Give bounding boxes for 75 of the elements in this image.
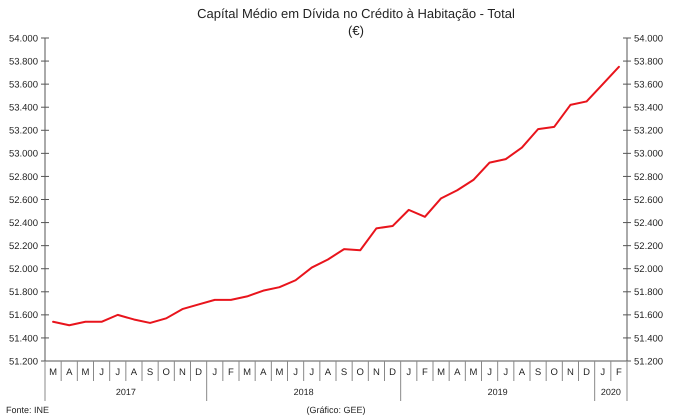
y-tick-label: 52.600 <box>8 194 38 206</box>
y-tick-label: 52.200 <box>8 240 38 252</box>
y2-tick-label: 51.600 <box>634 310 664 322</box>
x-tick-label: O <box>356 367 364 378</box>
y-tick-label: 52.400 <box>8 218 38 229</box>
x-tick-label: M <box>437 367 446 378</box>
x-tick-label: D <box>195 367 202 378</box>
x-tick-label: O <box>550 367 558 378</box>
y-tick-label: 52.800 <box>8 172 38 183</box>
x-tick-label: A <box>518 367 526 378</box>
x-tick-label: S <box>146 367 154 378</box>
y2-tick-label: 51.200 <box>634 356 664 368</box>
x-tick-label: J <box>115 367 120 378</box>
y-tick-label: 54.000 <box>8 33 38 44</box>
x-tick-label: J <box>487 367 492 378</box>
x-tick-label: J <box>212 367 218 378</box>
x-tick-label: A <box>130 367 138 378</box>
y2-tick-label: 52.000 <box>634 264 664 276</box>
y2-tick-label: 51.800 <box>634 287 664 298</box>
y2-tick-label: 52.600 <box>634 194 664 206</box>
y-tick-label: 53.600 <box>8 79 38 90</box>
text: 2018 <box>294 387 314 397</box>
y2-tick-label: 52.200 <box>634 240 664 252</box>
y2-tick-label: 53.400 <box>634 102 664 114</box>
y2-tick-label: 51.400 <box>634 333 664 344</box>
x-tick-label: J <box>503 367 508 378</box>
x-tick-label: F <box>422 367 428 378</box>
x-tick-label: J <box>406 367 412 378</box>
x-tick-label: A <box>324 367 332 378</box>
y2-tick-label: 52.400 <box>634 218 664 229</box>
line-series <box>52 66 620 326</box>
x-tick-label: J <box>99 367 104 378</box>
x-tick-label: A <box>66 367 74 378</box>
x-tick-label: O <box>162 367 170 378</box>
x-tick-label: M <box>243 367 252 378</box>
x-tick-label: S <box>340 367 348 378</box>
chart-title: Capítal Médio em Dívida no Crédito à Habitação - Total <box>197 6 515 21</box>
y2-tick-label: 53.000 <box>634 148 664 160</box>
x-tick-label: N <box>372 367 380 378</box>
y-tick-label: 53.800 <box>8 56 38 68</box>
y-tick-label: 51.600 <box>8 310 38 322</box>
x-tick-label: M <box>49 367 58 378</box>
x-tick-label: N <box>566 367 574 378</box>
text: 2020 <box>600 387 621 397</box>
x-tick-label: J <box>293 367 298 378</box>
x-tick-label: D <box>389 367 396 378</box>
y-tick-label: 51.200 <box>8 356 38 368</box>
y-tick-label: 53.000 <box>8 148 38 160</box>
x-tick-label: F <box>616 367 622 378</box>
chart-subtitle: (€) <box>348 23 364 38</box>
x-tick-label: M <box>81 367 90 378</box>
x-tick-label: J <box>309 367 314 378</box>
y-tick-label: 51.800 <box>8 287 38 298</box>
y2-tick-label: 54.000 <box>634 33 664 44</box>
x-tick-label: M <box>275 367 284 378</box>
y2-tick-label: 52.800 <box>634 172 664 183</box>
y-tick-label: 53.400 <box>8 102 38 114</box>
text: (Gráfico: GEE) <box>306 405 366 415</box>
source-note: Fonte: INE <box>6 405 50 415</box>
x-tick-label: A <box>260 367 268 378</box>
y2-tick-label: 53.200 <box>634 126 664 137</box>
text: 2017 <box>116 387 136 397</box>
x-tick-label: D <box>583 367 590 378</box>
x-tick-label: A <box>454 367 462 378</box>
y-tick-label: 51.400 <box>8 333 38 344</box>
x-tick-label: F <box>228 367 234 378</box>
x-tick-label: M <box>469 367 478 378</box>
y-tick-label: 52.000 <box>8 264 38 276</box>
x-tick-label: S <box>534 367 542 378</box>
text: 2019 <box>488 387 508 397</box>
x-tick-label: N <box>178 367 186 378</box>
y2-tick-label: 53.600 <box>634 79 664 90</box>
x-tick-label: J <box>600 367 606 378</box>
y2-tick-label: 53.800 <box>634 56 664 68</box>
y-tick-label: 53.200 <box>8 126 38 137</box>
